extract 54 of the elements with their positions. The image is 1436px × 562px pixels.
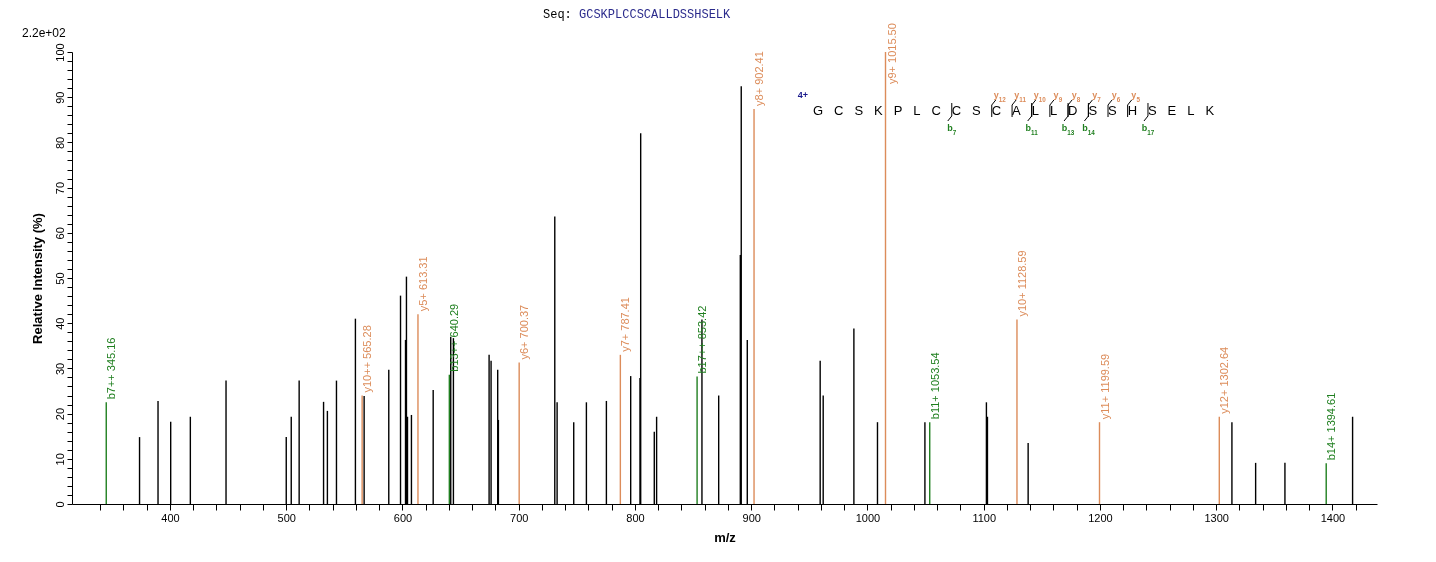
x-tick-label: 400 <box>161 511 180 524</box>
x-tick-label: 1000 <box>855 511 881 524</box>
annotation: b14+ 1394.61 <box>1325 392 1338 461</box>
annotation: y6+ 700.37 <box>518 304 531 360</box>
text: 2.2e+02 <box>22 26 67 40</box>
annotation: y$_{5}$ <box>1131 90 1141 103</box>
x-tick-label: 1100 <box>972 511 997 524</box>
annotation: y$_{7}$ <box>1092 90 1102 103</box>
x-tick-label: 500 <box>277 511 296 524</box>
y-tick-label: 20 <box>53 407 66 421</box>
y-axis-title: Relative Intensity (%) <box>29 213 45 344</box>
annotation: b$_{7}$ <box>947 123 957 136</box>
y-tick-label: 100 <box>53 43 66 62</box>
x-tick-label: 600 <box>393 511 413 524</box>
annotation: y7+ 787.41 <box>619 297 632 352</box>
annotation: b$_{17}$ <box>1141 123 1155 136</box>
annotation: y8+ 902.41 <box>753 51 766 106</box>
annotation: b7++ 345.16 <box>105 337 118 400</box>
annotation: y11+ 1199.59 <box>1098 353 1111 420</box>
x-tick-label: 800 <box>626 511 645 524</box>
annotation: y$_{8}$ <box>1071 90 1081 103</box>
annotation: y9+ 1015.50 <box>885 23 898 84</box>
annotation: b13++ 640.29 <box>448 303 461 372</box>
annotation: y$_{12}$ <box>993 90 1007 103</box>
annotation: y$_{11}$ <box>1014 90 1027 103</box>
x-tick-label: 1400 <box>1320 511 1346 524</box>
chart-title: Seq: GCSKPLCCSCALLDSSHSELK <box>543 8 732 22</box>
annotation: y$_{6}$ <box>1111 90 1121 103</box>
annotation: b$_{14}$ <box>1082 123 1096 136</box>
y-tick-label: 0 <box>53 501 66 508</box>
x-tick-label: 1300 <box>1204 511 1229 524</box>
annotation: b17++ 853.42 <box>696 305 709 374</box>
annotation: b$_{13}$ <box>1061 123 1075 136</box>
y-tick-label: 70 <box>53 181 66 195</box>
annotation: y5+ 613.31 <box>416 256 429 312</box>
x-tick-label: 900 <box>742 511 761 524</box>
y-tick-label: 90 <box>53 91 66 104</box>
annotation: y$_{9}$ <box>1053 90 1063 103</box>
x-tick-label: 1200 <box>1088 511 1113 524</box>
annotation: y12+ 1302.64 <box>1218 346 1231 414</box>
annotation: y$_{10}$ <box>1033 90 1047 103</box>
annotation: 4+ <box>797 90 809 100</box>
annotation: b11+ 1053.54 <box>928 352 941 420</box>
x-axis-title: m/z <box>714 529 737 545</box>
x-tick-label: 700 <box>510 511 529 524</box>
annotation: y10++ 565.28 <box>361 325 374 393</box>
y-tick-label: 30 <box>53 362 66 376</box>
y-tick-label: 40 <box>53 317 66 330</box>
y-tick-label: 10 <box>53 453 66 466</box>
y-tick-label: 50 <box>53 272 66 285</box>
y-tick-label: 60 <box>53 227 66 240</box>
y-tick-label: 80 <box>53 136 66 150</box>
annotation: y10+ 1128.59 <box>1015 250 1028 317</box>
annotation: b$_{11}$ <box>1025 123 1039 136</box>
